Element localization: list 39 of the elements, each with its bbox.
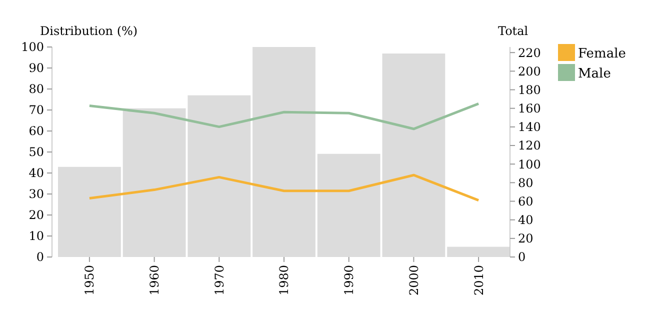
y-tick-label: 100 — [21, 40, 44, 54]
y2-tick-label: 120 — [518, 138, 541, 153]
x-tick-label: 1950 — [82, 265, 97, 296]
y2-tick-label: 0 — [518, 250, 526, 264]
y2-tick-label: 140 — [518, 120, 541, 134]
x-tick-label: 1970 — [212, 265, 226, 296]
y-tick-label: 80 — [28, 82, 44, 96]
y-tick-label: 50 — [28, 145, 44, 160]
y-tick-label: 60 — [28, 124, 44, 138]
line-series — [88, 174, 480, 202]
y2-tick-label: 60 — [518, 194, 534, 208]
x-tick-label: 2000 — [406, 265, 421, 296]
y-axis-title: Distribution (%) — [40, 24, 138, 38]
y-tick-label: 70 — [28, 103, 44, 118]
y2-axis-title: Total — [498, 24, 528, 38]
y-tick-label: 0 — [36, 250, 44, 264]
y-tick-label: 20 — [28, 208, 44, 222]
y-tick-label: 10 — [28, 229, 44, 244]
y2-tick-label: 200 — [518, 64, 541, 78]
legend-label: Female — [578, 46, 626, 62]
y-tick-label: 90 — [28, 61, 44, 76]
bar — [447, 246, 510, 257]
y2-tick-label: 20 — [518, 232, 534, 246]
y-tick-label: 30 — [28, 187, 44, 202]
y2-tick-label: 80 — [518, 176, 534, 190]
y2-tick-label: 160 — [518, 102, 541, 116]
x-tick-label: 2010 — [472, 265, 486, 296]
y2-tick-label: 180 — [518, 82, 541, 97]
bar — [252, 47, 316, 257]
x-tick-label: 1980 — [277, 265, 292, 296]
y2-tick-label: 100 — [518, 157, 541, 172]
legend-label: Male — [578, 66, 612, 82]
y2-tick-label: 40 — [518, 213, 534, 228]
line-series — [88, 102, 480, 130]
y-tick-label: 40 — [28, 166, 44, 180]
x-tick-label: 1990 — [342, 265, 356, 296]
y2-tick-label: 220 — [518, 46, 541, 60]
x-tick-label: 1960 — [148, 265, 162, 296]
bar — [58, 166, 121, 257]
